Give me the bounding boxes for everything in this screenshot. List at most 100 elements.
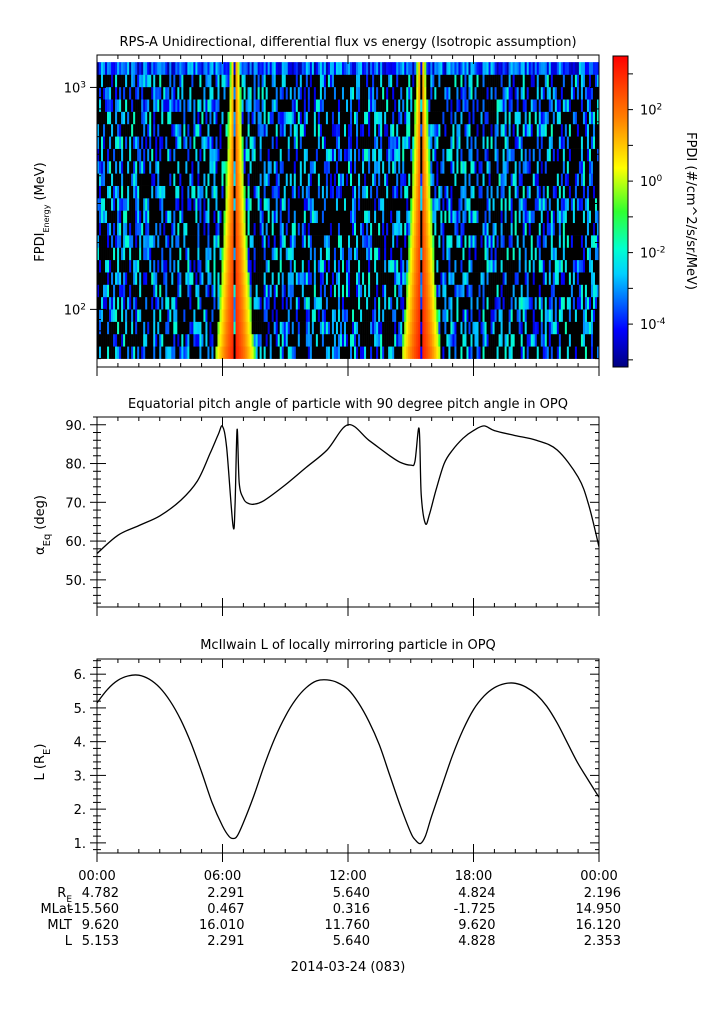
spectrogram-cell xyxy=(452,173,455,186)
spectrogram-cell xyxy=(185,284,188,298)
spectrogram-cell xyxy=(518,235,521,248)
spectrogram-cell xyxy=(442,111,445,125)
spectrogram-cell xyxy=(307,148,311,162)
spectrogram-cell xyxy=(199,185,202,199)
spectrogram-cell xyxy=(522,309,526,322)
spectrogram-cell xyxy=(494,296,497,310)
spectrogram-cell xyxy=(285,247,289,261)
spectrogram-cell xyxy=(386,148,389,162)
spectrogram-cell xyxy=(203,111,206,125)
spectrogram-cell xyxy=(149,160,152,174)
spectrogram-cell xyxy=(392,309,395,322)
spectrogram-cell xyxy=(472,333,475,347)
spectrogram-cell xyxy=(139,210,142,224)
spectrogram-cell xyxy=(398,123,401,137)
spectrogram-cell xyxy=(345,235,349,248)
spectrogram-cell xyxy=(470,160,473,174)
spectrogram-cell xyxy=(193,222,196,236)
spectrogram-cell xyxy=(191,284,194,298)
spectrogram-cell xyxy=(263,247,266,261)
spectrogram-cell xyxy=(313,160,317,174)
spectrogram-cell xyxy=(468,284,471,298)
spectrogram-cell xyxy=(151,173,154,186)
spectrogram-cell xyxy=(384,296,387,310)
spectrogram-cell xyxy=(432,160,435,174)
spectrogram-cell xyxy=(432,259,435,273)
spectrogram-cell xyxy=(356,185,359,199)
spectrogram-cell xyxy=(460,272,463,285)
spectrogram-cell xyxy=(546,136,550,149)
spectrogram-cell xyxy=(382,198,385,211)
spectrogram-cell xyxy=(211,346,214,359)
spectrogram-cell xyxy=(333,185,337,199)
spectrogram-cell xyxy=(239,210,242,224)
spectrogram-cell xyxy=(432,222,435,236)
spectrogram-cell xyxy=(532,136,536,149)
spectrogram-cell xyxy=(165,136,168,149)
spectrogram-cell xyxy=(460,185,463,199)
spectrogram-cell xyxy=(522,160,526,174)
spectrogram-cell xyxy=(436,235,439,248)
spectrogram-cell xyxy=(217,173,220,186)
spectrogram-cell xyxy=(548,185,552,199)
spectrogram-cell xyxy=(534,309,538,322)
spectrogram-cell xyxy=(464,173,467,186)
spectrogram-cell xyxy=(155,296,158,310)
spectrogram-cell xyxy=(548,148,552,162)
spectrogram-cell xyxy=(135,333,138,347)
spectrogram-cell xyxy=(269,173,272,186)
spectrogram-cell xyxy=(446,185,449,199)
spectrogram-cell xyxy=(498,309,501,322)
spectrogram-cell xyxy=(550,333,554,347)
spectrogram-cell xyxy=(171,210,174,224)
spectrogram-cell xyxy=(472,173,475,186)
spectrogram-cell xyxy=(406,111,409,125)
spectrogram-cell xyxy=(263,210,266,224)
spectrogram-cell xyxy=(189,272,192,285)
spectrogram-cell xyxy=(360,185,363,199)
spectrogram-cell xyxy=(562,173,566,186)
spectrogram-cell xyxy=(251,148,254,162)
spectrogram-cell xyxy=(281,160,285,174)
spectrogram-cell xyxy=(207,210,210,224)
spectrogram-cell xyxy=(207,259,210,273)
spectrogram-cell xyxy=(339,160,343,174)
spectrogram-cell xyxy=(299,210,303,224)
spectrogram-cell xyxy=(109,210,112,224)
spectrogram-cell xyxy=(550,198,554,211)
spectrogram-cell xyxy=(388,346,391,359)
spectrogram-cell xyxy=(313,346,317,359)
spectrogram-cell xyxy=(516,222,519,236)
spectrogram-cell xyxy=(354,160,357,174)
spectrogram-title: RPS-A Unidirectional, differential flux … xyxy=(119,35,576,50)
spectrogram-cell xyxy=(420,210,423,224)
spectrogram-cell xyxy=(135,173,138,186)
spectrogram-cell xyxy=(578,173,582,186)
spectrogram-cell xyxy=(245,160,248,174)
spectrogram-cell xyxy=(343,321,347,335)
spectrogram-cell xyxy=(165,235,168,248)
spectrogram-cell xyxy=(157,296,160,310)
spectrogram-cell xyxy=(498,210,501,224)
spectrogram-cell xyxy=(508,284,511,298)
spectrogram-cell xyxy=(456,247,459,261)
spectrogram-cell xyxy=(594,148,598,162)
spectrogram-cell xyxy=(149,296,152,310)
spectrogram-cell xyxy=(247,346,250,359)
spectrogram-cell xyxy=(293,123,297,137)
spectrogram-cell xyxy=(163,284,166,298)
spectrogram-cell xyxy=(121,272,124,285)
spectrogram-cell xyxy=(394,148,397,162)
spectrogram-cell xyxy=(564,296,568,310)
spectrogram-cell xyxy=(315,247,319,261)
spectrogram-cell xyxy=(109,247,112,261)
spectrogram-cell xyxy=(261,333,264,347)
spectrogram-cell xyxy=(422,346,425,359)
spectrogram-cell xyxy=(215,247,218,261)
spectrogram-cell xyxy=(181,321,184,335)
spectrogram-cell xyxy=(472,309,475,322)
spectrogram-cell xyxy=(588,284,592,298)
spectrogram-cell xyxy=(301,296,305,310)
spectrogram-cell xyxy=(283,309,287,322)
spectrogram-cell xyxy=(299,235,303,248)
